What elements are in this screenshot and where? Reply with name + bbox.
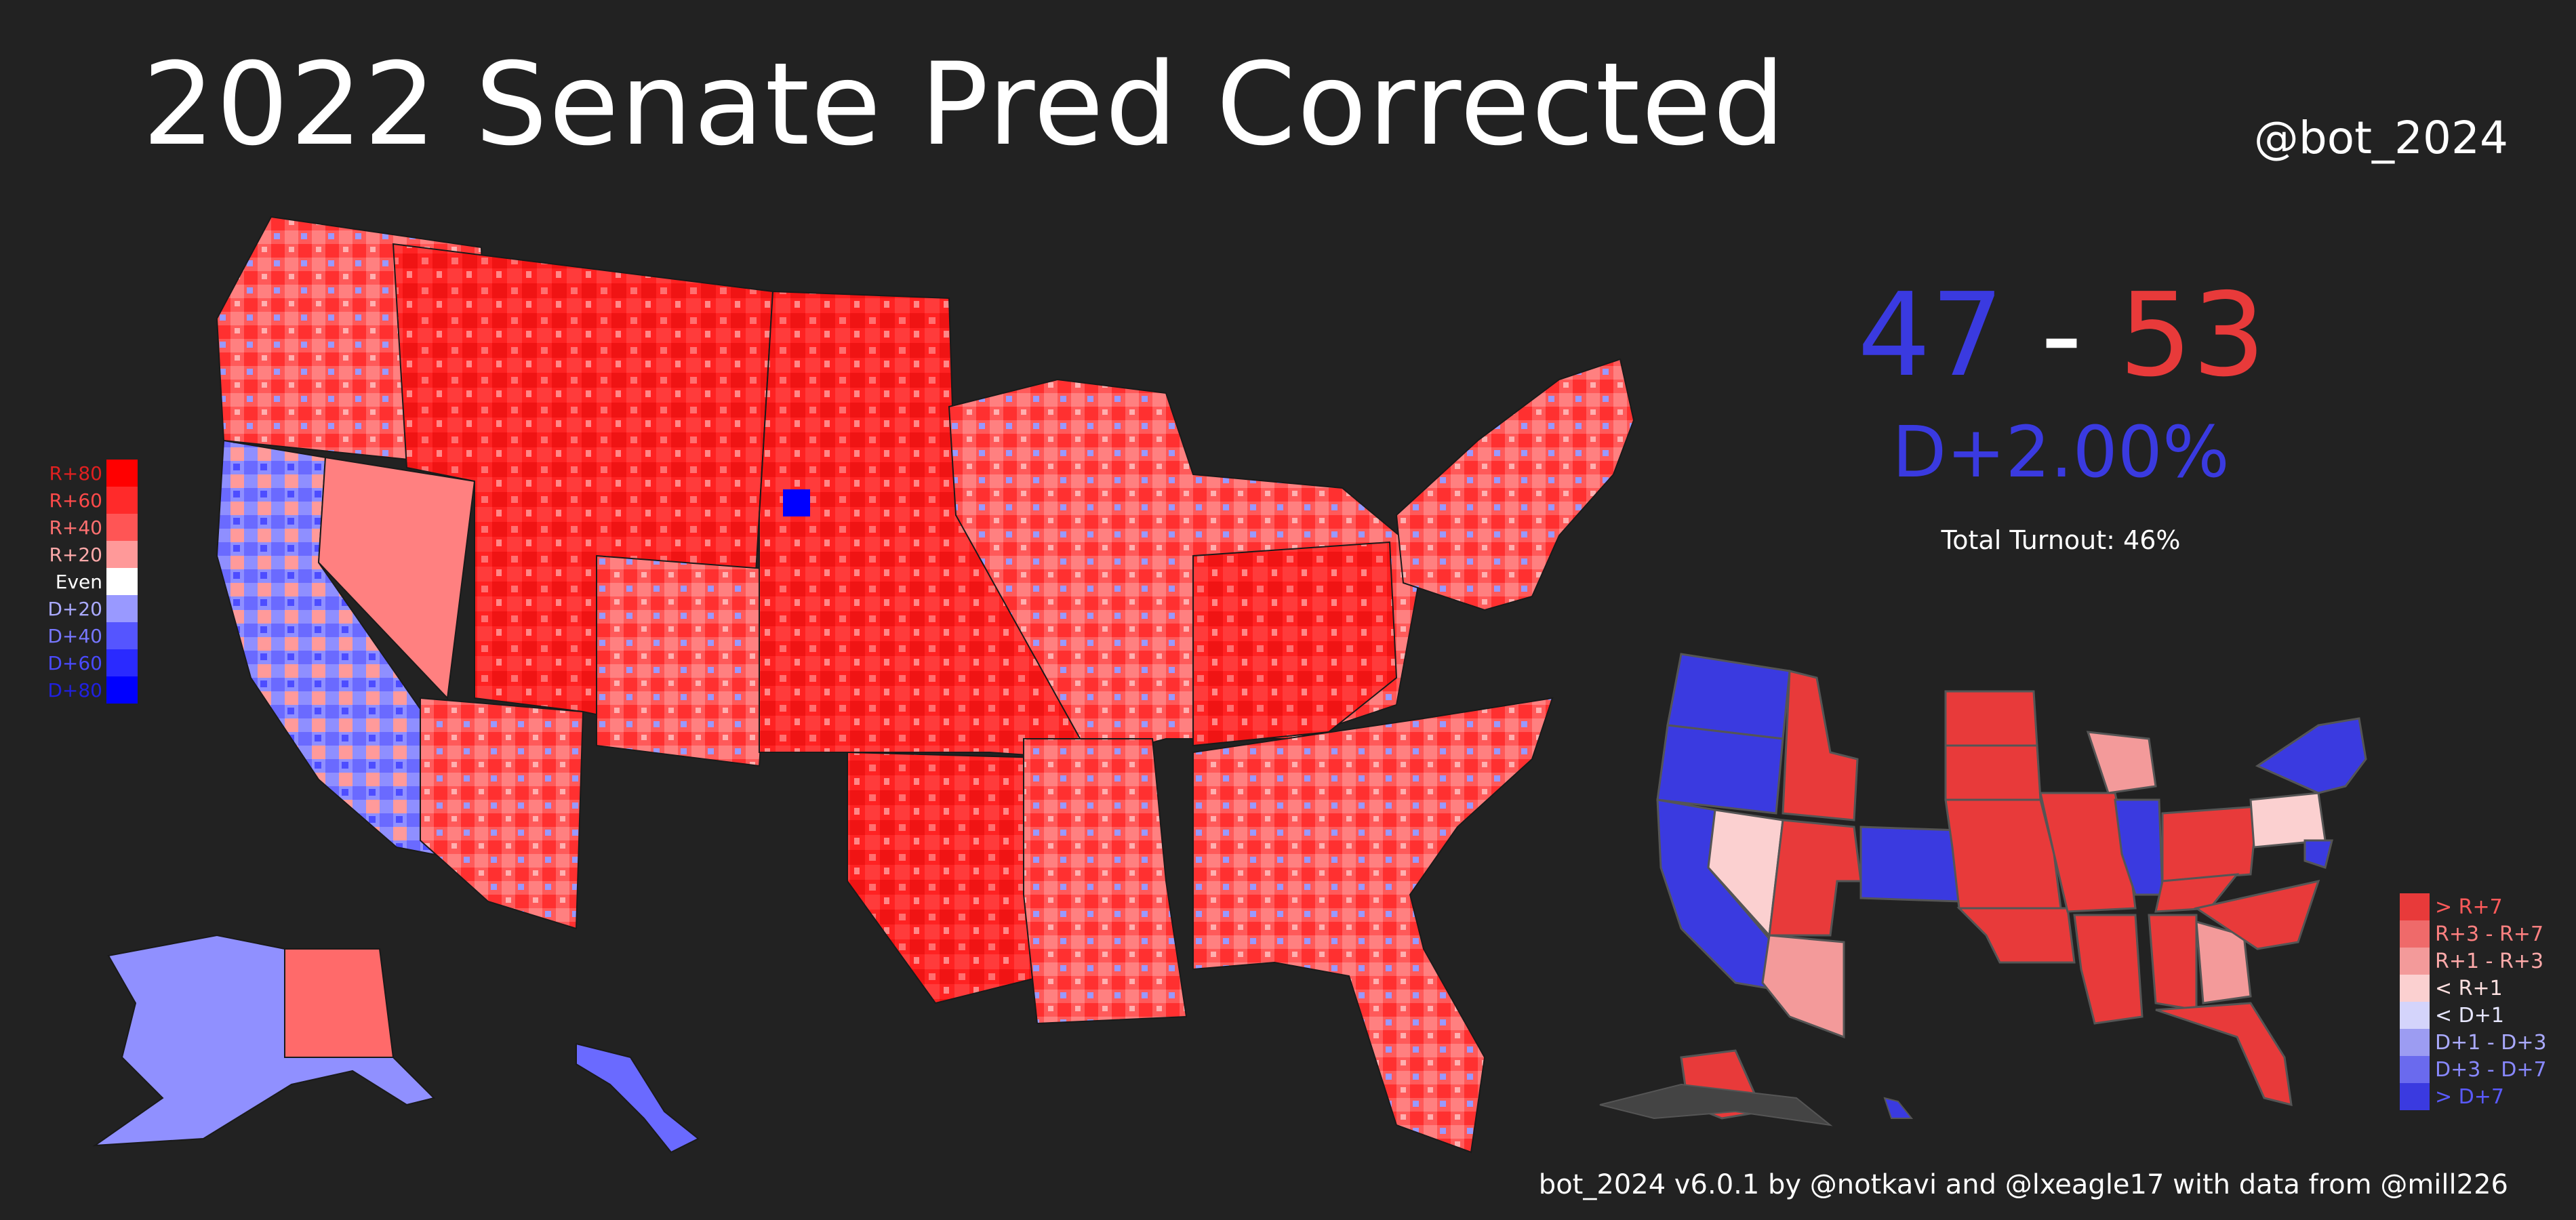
county-legend-row: R+80: [37, 460, 138, 487]
state-legend-label: < D+1: [2435, 1003, 2504, 1028]
state-georgia: [2195, 920, 2252, 1004]
county-legend-swatch: [106, 514, 138, 541]
state-hawaii: [1883, 1097, 1914, 1119]
region-hawaii: [576, 1042, 700, 1154]
county-legend-swatch: [106, 622, 138, 649]
county-legend-label: D+40: [47, 624, 102, 647]
state-legend-swatch: [2400, 893, 2430, 920]
credits-footer: bot_2024 v6.0.1 by @notkavi and @lxeagle…: [1538, 1169, 2508, 1200]
state-north-dakota: [1944, 690, 2038, 747]
state-legend-label: > D+7: [2435, 1084, 2504, 1109]
state-indiana-ohio: [2161, 805, 2259, 882]
state-legend-row: R+3 - R+7: [2400, 920, 2547, 948]
state-maryland: [2303, 839, 2333, 869]
author-handle: @bot_2024: [2253, 112, 2508, 164]
region-arizona: [420, 697, 584, 930]
region-southeast: [1192, 697, 1554, 1154]
state-alabama: [2148, 914, 2198, 1011]
region-alaska-red: [284, 948, 395, 1058]
state-south-dakota: [1944, 744, 2042, 801]
state-legend-label: R+1 - R+3: [2435, 949, 2544, 973]
county-legend-row: D+20: [37, 595, 138, 622]
state-plains-central: [1944, 798, 2062, 910]
county-legend-label: D+20: [47, 597, 102, 620]
state-legend-swatch: [2400, 1083, 2430, 1110]
county-legend-row: R+40: [37, 514, 138, 541]
county-legend-swatch: [106, 568, 138, 595]
seat-count: 47 - 53: [1857, 278, 2266, 393]
county-legend-label: D+60: [47, 651, 102, 674]
state-wisconsin: [2086, 731, 2157, 794]
region-nevada: [317, 456, 476, 700]
county-legend-swatch: [106, 595, 138, 622]
state-oklahoma: [1956, 907, 2076, 964]
dem-seat-count: 47: [1857, 268, 2005, 403]
state-illinois: [2114, 798, 2164, 896]
county-legend-row: R+20: [37, 541, 138, 568]
state-legend-label: R+3 - R+7: [2435, 922, 2544, 946]
state-legend-row: > D+7: [2400, 1083, 2547, 1110]
state-legend-row: D+3 - D+7: [2400, 1056, 2547, 1083]
state-margin-legend: > R+7 R+3 - R+7 R+1 - R+3 < R+1 < D+1 D+1 - D…: [2400, 893, 2547, 1110]
state-legend-swatch: [2400, 1029, 2430, 1056]
state-utah: [1768, 819, 1862, 937]
county-legend-row: D+40: [37, 622, 138, 649]
state-idaho: [1782, 670, 1859, 821]
county-legend-swatch: [106, 460, 138, 487]
state-legend-row: > R+7: [2400, 893, 2547, 920]
county-highlight: [783, 489, 810, 516]
region-northeast: [1395, 358, 1635, 611]
state-legend-swatch: [2400, 1002, 2430, 1029]
state-legend-row: D+1 - D+3: [2400, 1029, 2547, 1056]
state-arkansas-louisiana: [2073, 914, 2144, 1025]
county-legend-label: Even: [55, 570, 102, 593]
state-legend-label: D+3 - D+7: [2435, 1057, 2547, 1082]
state-florida: [2155, 1002, 2293, 1106]
state-legend-swatch: [2400, 948, 2430, 975]
state-oregon: [1656, 724, 1784, 815]
state-new-york-new-england: [2255, 717, 2367, 794]
state-legend-swatch: [2400, 920, 2430, 948]
county-legend-swatch: [106, 676, 138, 704]
county-legend-row: D+80: [37, 676, 138, 704]
state-legend-row: < D+1: [2400, 1002, 2547, 1029]
state-alaska-islands: [1599, 1083, 1833, 1126]
rep-seat-count: 53: [2118, 268, 2266, 403]
county-legend-label: R+40: [49, 516, 102, 539]
county-legend-swatch: [106, 487, 138, 514]
region-arkansas-louisiana: [1023, 738, 1188, 1025]
state-legend-label: > R+7: [2435, 895, 2503, 919]
state-carolinas: [2194, 879, 2320, 950]
state-arizona: [1761, 934, 1845, 1039]
seat-count-separator: -: [2004, 268, 2119, 403]
state-legend-label: < R+1: [2435, 976, 2503, 1000]
county-legend-row: Even: [37, 568, 138, 595]
county-legend-swatch: [106, 541, 138, 568]
total-turnout: Total Turnout: 46%: [1941, 525, 2181, 555]
state-legend-row: R+1 - R+3: [2400, 948, 2547, 975]
county-legend-label: R+80: [49, 462, 102, 485]
region-ohio-valley: [1192, 541, 1398, 747]
county-margin-legend: R+80 R+60 R+40 R+20 Even D+20 D+40 D+60 D+80: [37, 460, 138, 704]
state-washington: [1666, 653, 1791, 740]
state-legend-label: D+1 - D+3: [2435, 1030, 2547, 1055]
state-legend-swatch: [2400, 975, 2430, 1002]
county-legend-label: R+20: [49, 543, 102, 566]
state-legend-swatch: [2400, 1056, 2430, 1083]
county-legend-row: R+60: [37, 487, 138, 514]
county-legend-label: R+60: [49, 489, 102, 512]
state-colorado: [1859, 826, 1960, 903]
county-legend-label: D+80: [47, 678, 102, 702]
county-legend-row: D+60: [37, 649, 138, 676]
region-new-mexico-colorado: [596, 554, 774, 767]
map-title: 2022 Senate Pred Corrected: [142, 38, 1787, 171]
national-margin: D+2.00%: [1892, 411, 2230, 493]
county-legend-swatch: [106, 649, 138, 676]
state-legend-row: < R+1: [2400, 975, 2547, 1002]
state-pennsylvania: [2249, 792, 2327, 849]
